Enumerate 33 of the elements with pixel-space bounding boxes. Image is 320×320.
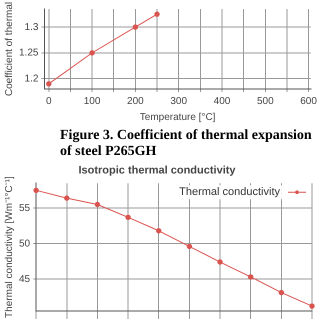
y-tick-label: 1.25 (18, 48, 39, 59)
x-tick-label: 100 (84, 96, 101, 107)
y-tick-label: 1.2 (24, 73, 39, 84)
y-axis-title: Coefficient of thermal (4, 2, 15, 96)
chart-title: Isotropic thermal conductivity (78, 164, 236, 177)
x-tick-label: 0 (46, 96, 52, 107)
point (248, 274, 254, 280)
x-tick-label: 300 (170, 96, 188, 107)
point (154, 11, 160, 17)
x-tick-label: 400 (214, 96, 231, 107)
point (125, 214, 131, 220)
point (46, 81, 52, 87)
point (217, 259, 223, 265)
point (186, 244, 192, 250)
point (33, 188, 39, 193)
point (64, 195, 70, 201)
x-tick-label: 200 (127, 96, 144, 107)
y-tick-label: 50 (19, 238, 31, 250)
legend-label: Thermal conductivity (179, 186, 280, 198)
point (94, 202, 100, 208)
point (309, 303, 315, 309)
y-tick-label: 55 (19, 202, 31, 214)
y-axis-title: Thermal conductivity [Wm⁻¹°C⁻¹] (4, 176, 15, 318)
y-tick-label: 45 (19, 274, 31, 285)
point (156, 228, 162, 234)
y-tick-label: 1.3 (24, 22, 39, 33)
caption: Figure 3. Coefficient of thermal expansion of steel P265GH (59, 127, 313, 160)
x-tick-label: 600 (300, 96, 318, 107)
point (278, 290, 284, 296)
x-axis-title: Temperature [°C] (140, 112, 216, 123)
x-tick-label: 500 (256, 96, 274, 107)
point (89, 50, 95, 56)
point (132, 24, 138, 30)
